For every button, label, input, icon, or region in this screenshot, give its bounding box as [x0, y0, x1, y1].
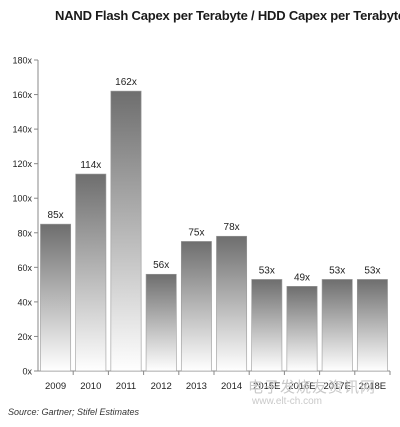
bar [145, 273, 177, 372]
x-tick-label: 2010 [80, 381, 101, 392]
data-label: 75x [188, 227, 204, 238]
y-tick-label: 0x [22, 367, 32, 377]
data-label: 53x [364, 265, 380, 276]
x-tick-label: 2015E [253, 381, 280, 392]
bar [216, 235, 248, 372]
y-tick-label: 100x [12, 194, 32, 204]
data-label: 49x [294, 272, 310, 283]
x-tick-label: 2012 [151, 381, 172, 392]
y-tick-label: 20x [17, 332, 32, 342]
source-note: Source: Gartner; Stifel Estimates [8, 407, 140, 417]
y-tick-label: 40x [17, 297, 32, 307]
x-tick-label: 2017E [323, 381, 350, 392]
x-tick-label: 2014 [221, 381, 242, 392]
y-tick-label: 180x [12, 56, 32, 66]
data-label: 53x [259, 265, 275, 276]
data-label: 56x [153, 260, 169, 271]
y-tick-label: 80x [17, 228, 32, 238]
watermark: 电子发烧友资讯网 [248, 379, 377, 396]
y-tick-label: 140x [12, 125, 32, 135]
x-tick-label: 2016E [288, 381, 315, 392]
bar [251, 279, 283, 372]
x-tick-label: 2011 [116, 381, 136, 392]
data-label: 162x [115, 77, 137, 88]
data-label: 78x [224, 222, 240, 233]
bar [75, 173, 107, 372]
data-label: 114x [80, 160, 101, 171]
chart-title: NAND Flash Capex per Terabyte / HDD Cape… [55, 8, 400, 23]
y-tick-label: 60x [17, 263, 32, 273]
bar [110, 90, 142, 372]
bar [40, 223, 72, 372]
data-label: 85x [48, 210, 64, 221]
bar [180, 241, 212, 372]
x-tick-label: 2009 [45, 381, 66, 392]
bar [286, 286, 318, 372]
x-tick-label: 2013 [186, 381, 207, 392]
bar [356, 279, 388, 372]
y-tick-label: 120x [12, 159, 32, 169]
x-tick-label: 2018E [359, 381, 386, 392]
watermark-url: www.elt-ch.com [252, 396, 323, 407]
bar [321, 279, 353, 372]
data-label: 53x [329, 265, 345, 276]
y-tick-label: 160x [12, 90, 32, 100]
